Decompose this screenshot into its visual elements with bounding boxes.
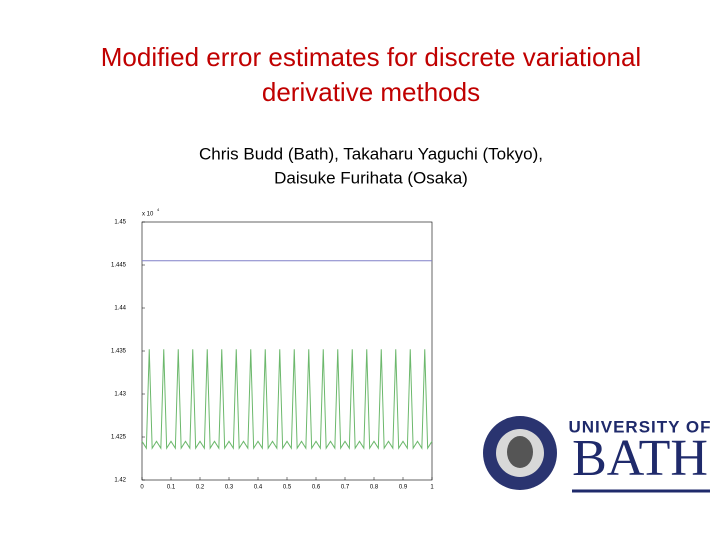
logo-emblem — [507, 436, 533, 468]
x-tick-label: 0.3 — [225, 485, 234, 491]
x-tick-label: 0.5 — [283, 485, 292, 491]
x-tick-label: 0 — [140, 485, 144, 491]
x-tick-label: 0.8 — [370, 485, 379, 491]
axis-multiplier: x 10 — [142, 212, 154, 218]
y-tick-label: 1.45 — [114, 220, 126, 226]
authors: Daisuke Furihata (Osaka) — [274, 168, 468, 187]
y-tick-label: 1.425 — [111, 435, 127, 441]
x-tick-label: 0.7 — [341, 485, 350, 491]
x-tick-label: 0.9 — [399, 485, 408, 491]
y-tick-label: 1.43 — [114, 392, 126, 398]
x-tick-label: 0.6 — [312, 485, 321, 491]
x-tick-label: 1 — [430, 485, 434, 491]
authors: Chris Budd (Bath), Takaharu Yaguchi (Tok… — [199, 144, 543, 163]
y-tick-label: 1.435 — [111, 349, 127, 355]
slide-title: Modified error estimates for discrete va… — [101, 42, 641, 72]
axis-multiplier-exponent: 4 — [157, 207, 160, 212]
y-tick-label: 1.44 — [114, 306, 126, 312]
logo-text: BATH — [572, 430, 708, 487]
x-tick-label: 0.4 — [254, 485, 263, 491]
y-tick-label: 1.445 — [111, 263, 127, 269]
x-tick-label: 0.2 — [196, 485, 205, 491]
data-line — [141, 349, 433, 450]
logo: UNIVERSITY OF BATH — [483, 416, 711, 493]
y-tick-label: 1.42 — [114, 478, 126, 484]
logo-text: UNIVERSITY OF — [568, 417, 711, 436]
slide-title: derivative methods — [262, 77, 480, 107]
x-tick-label: 0.1 — [167, 485, 176, 491]
